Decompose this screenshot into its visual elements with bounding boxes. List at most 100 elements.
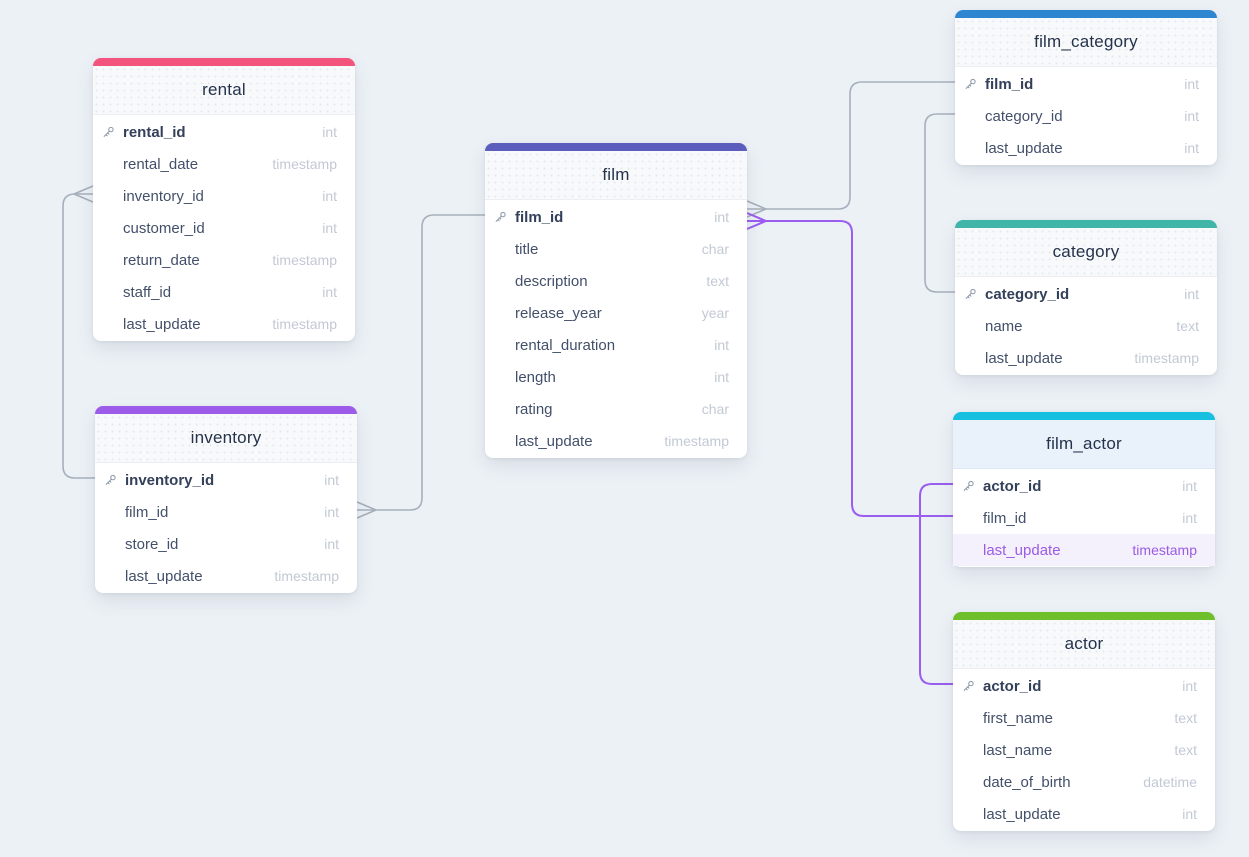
field-row-film_id[interactable]: film_id int xyxy=(485,201,747,233)
field-row-category_id[interactable]: category_id int xyxy=(955,100,1217,132)
field-name: film_id xyxy=(983,509,1027,527)
field-type: int xyxy=(1184,76,1199,92)
field-row-inventory_id[interactable]: inventory_id int xyxy=(93,180,355,212)
primary-key-icon xyxy=(964,78,977,91)
field-type: int xyxy=(322,188,337,204)
table-accent-bar xyxy=(955,10,1217,18)
field-row-last_update[interactable]: last_update int xyxy=(955,132,1217,164)
field-list: actor_id int film_id int last_update tim… xyxy=(953,469,1215,567)
primary-key-icon xyxy=(104,474,117,487)
field-row-last_update[interactable]: last_update timestamp xyxy=(955,342,1217,374)
field-name: last_update xyxy=(983,541,1061,559)
field-type: timestamp xyxy=(272,252,337,268)
table-title-actor[interactable]: actor xyxy=(953,620,1215,669)
field-row-return_date[interactable]: return_date timestamp xyxy=(93,244,355,276)
field-row-customer_id[interactable]: customer_id int xyxy=(93,212,355,244)
field-list: actor_id int first_name text last_name t… xyxy=(953,669,1215,831)
table-title-inventory[interactable]: inventory xyxy=(95,414,357,463)
relation-film_actor-actor[interactable] xyxy=(919,483,953,685)
field-row-last_update[interactable]: last_update timestamp xyxy=(95,560,357,592)
field-type: timestamp xyxy=(1132,542,1197,558)
field-name: store_id xyxy=(125,535,179,553)
field-row-last_name[interactable]: last_name text xyxy=(953,734,1215,766)
field-type: int xyxy=(714,337,729,353)
table-card-film_actor[interactable]: film_actor actor_id int film_id int last… xyxy=(953,412,1215,567)
field-row-name[interactable]: name text xyxy=(955,310,1217,342)
field-name: release_year xyxy=(515,304,602,322)
field-list: rental_id int rental_date timestamp inve… xyxy=(93,115,355,341)
table-card-inventory[interactable]: inventory inventory_id int film_id int s… xyxy=(95,406,357,593)
field-type: int xyxy=(322,284,337,300)
table-card-film[interactable]: film film_id int title char description … xyxy=(485,143,747,458)
table-title-film_actor[interactable]: film_actor xyxy=(953,420,1215,469)
field-name: first_name xyxy=(983,709,1054,727)
field-row-actor_id[interactable]: actor_id int xyxy=(953,470,1215,502)
field-list: inventory_id int film_id int store_id in… xyxy=(95,463,357,593)
table-title-category[interactable]: category xyxy=(955,228,1217,277)
field-row-first_name[interactable]: first_name text xyxy=(953,702,1215,734)
field-type: int xyxy=(324,472,339,488)
field-list: category_id int name text last_update ti… xyxy=(955,277,1217,375)
field-type: text xyxy=(1174,742,1197,758)
field-type: int xyxy=(322,220,337,236)
field-row-release_year[interactable]: release_year year xyxy=(485,297,747,329)
field-name: name xyxy=(985,317,1023,335)
table-title-film[interactable]: film xyxy=(485,151,747,200)
field-row-last_update[interactable]: last_update int xyxy=(953,798,1215,830)
crow-foot-icon xyxy=(746,212,767,230)
table-card-film_category[interactable]: film_category film_id int category_id in… xyxy=(955,10,1217,165)
field-type: int xyxy=(1182,510,1197,526)
table-title-rental[interactable]: rental xyxy=(93,66,355,115)
crow-foot-icon xyxy=(73,185,94,203)
table-accent-bar xyxy=(485,143,747,151)
relation-film-film_category[interactable] xyxy=(746,81,955,218)
field-row-rental_id[interactable]: rental_id int xyxy=(93,116,355,148)
table-accent-bar xyxy=(955,220,1217,228)
field-name: last_update xyxy=(125,567,203,585)
field-type: int xyxy=(1184,286,1199,302)
field-name: actor_id xyxy=(983,477,1042,495)
field-row-category_id[interactable]: category_id int xyxy=(955,278,1217,310)
field-type: text xyxy=(706,273,729,289)
table-card-category[interactable]: category category_id int name text last_… xyxy=(955,220,1217,375)
field-row-rental_duration[interactable]: rental_duration int xyxy=(485,329,747,361)
field-row-rating[interactable]: rating char xyxy=(485,393,747,425)
crow-foot-icon xyxy=(746,200,767,218)
field-type: datetime xyxy=(1143,774,1197,790)
field-row-last_update[interactable]: last_update timestamp xyxy=(485,425,747,457)
field-row-length[interactable]: length int xyxy=(485,361,747,393)
relation-film-film_actor[interactable] xyxy=(746,212,953,517)
field-row-last_update-highlighted[interactable]: last_update timestamp xyxy=(953,534,1215,566)
field-type: int xyxy=(324,504,339,520)
table-card-actor[interactable]: actor actor_id int first_name text last_… xyxy=(953,612,1215,831)
primary-key-icon xyxy=(102,126,115,139)
relation-inventory-film[interactable] xyxy=(356,214,485,519)
field-type: int xyxy=(1182,478,1197,494)
field-type: char xyxy=(701,241,729,257)
relation-rental-inventory[interactable] xyxy=(62,185,95,479)
field-row-title[interactable]: title char xyxy=(485,233,747,265)
field-row-date_of_birth[interactable]: date_of_birth datetime xyxy=(953,766,1215,798)
field-row-film_id[interactable]: film_id int xyxy=(953,502,1215,534)
field-type: int xyxy=(1182,678,1197,694)
field-row-film_id[interactable]: film_id int xyxy=(955,68,1217,100)
field-row-film_id[interactable]: film_id int xyxy=(95,496,357,528)
field-type: timestamp xyxy=(1134,350,1199,366)
field-row-staff_id[interactable]: staff_id int xyxy=(93,276,355,308)
field-name: category_id xyxy=(985,107,1063,125)
field-type: timestamp xyxy=(664,433,729,449)
field-row-inventory_id[interactable]: inventory_id int xyxy=(95,464,357,496)
table-title-film_category[interactable]: film_category xyxy=(955,18,1217,67)
field-row-last_update[interactable]: last_update timestamp xyxy=(93,308,355,340)
field-name: description xyxy=(515,272,588,290)
field-row-store_id[interactable]: store_id int xyxy=(95,528,357,560)
field-row-rental_date[interactable]: rental_date timestamp xyxy=(93,148,355,180)
field-row-actor_id[interactable]: actor_id int xyxy=(953,670,1215,702)
field-type: text xyxy=(1176,318,1199,334)
field-name: title xyxy=(515,240,539,258)
field-name: inventory_id xyxy=(125,471,215,489)
table-card-rental[interactable]: rental rental_id int rental_date timesta… xyxy=(93,58,355,341)
field-name: actor_id xyxy=(983,677,1042,695)
field-row-description[interactable]: description text xyxy=(485,265,747,297)
relation-film_category-category[interactable] xyxy=(924,113,955,293)
